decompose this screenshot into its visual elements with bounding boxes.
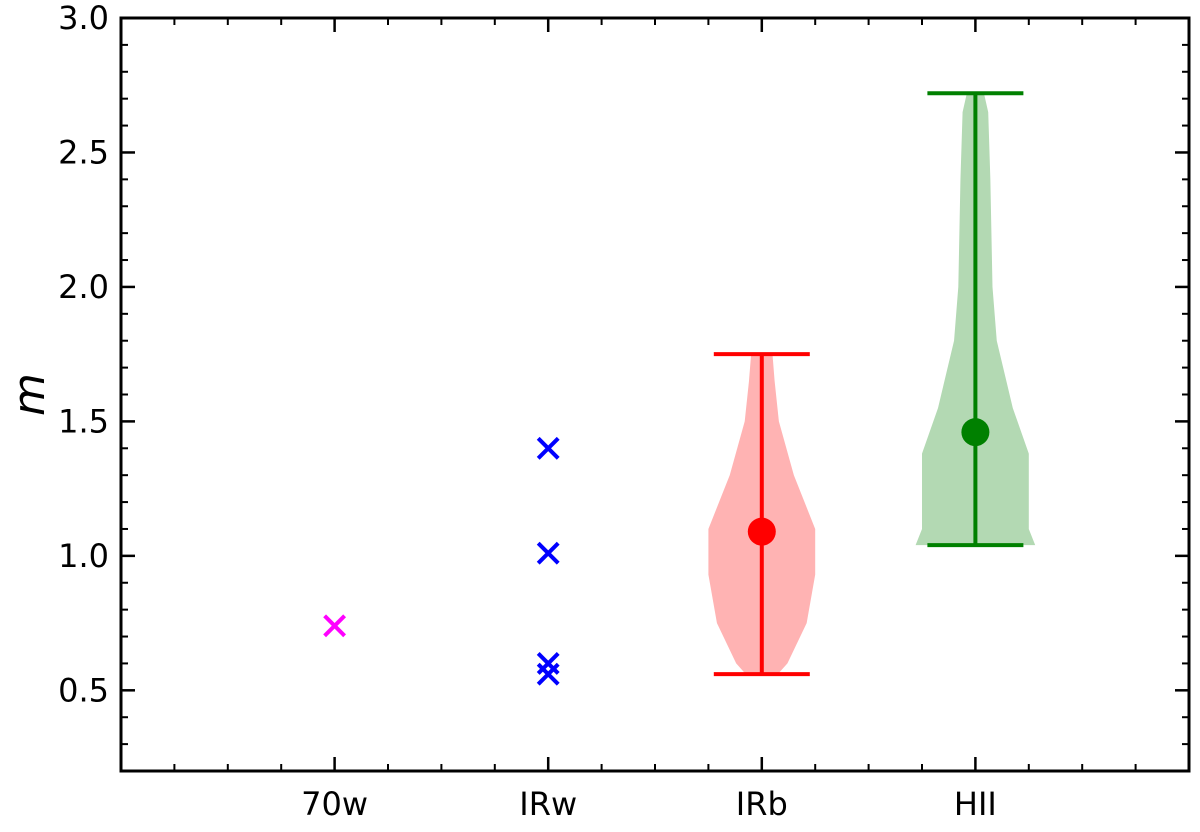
median-point-IRb xyxy=(747,517,776,546)
x-marker-stroke xyxy=(536,541,560,565)
y-axis-label: m xyxy=(4,373,55,416)
data-point-IRw-2 xyxy=(536,541,560,565)
x-tick-label-HII: HII xyxy=(954,785,997,823)
x-marker-stroke xyxy=(536,662,560,686)
data-point-IRw-1 xyxy=(536,436,560,460)
labels-layer: 0.5 1.0 1.5 2.0 2.5 3.0 70w IRw IRb HII m xyxy=(4,0,997,823)
x-marker-stroke xyxy=(536,436,560,460)
y-tick-label: 2.5 xyxy=(58,133,109,171)
y-tick-label: 3.0 xyxy=(58,0,109,37)
data-point-70w-1 xyxy=(323,614,347,638)
y-tick-label: 1.0 xyxy=(58,537,109,575)
y-tick-label: 2.0 xyxy=(58,268,109,306)
axes-frame xyxy=(119,16,1191,773)
data-point-IRw-4 xyxy=(536,662,560,686)
x-marker-stroke xyxy=(323,614,347,638)
violin-layer xyxy=(708,93,1036,675)
data-point-IRw-3 xyxy=(536,652,560,675)
marks-layer xyxy=(323,91,1024,686)
x-tick-label-70w: 70w xyxy=(301,785,368,823)
y-tick-label: 0.5 xyxy=(58,671,109,709)
ticks-layer xyxy=(121,16,1189,771)
y-tick-label: 1.5 xyxy=(58,402,109,440)
x-tick-label-IRb: IRb xyxy=(736,785,788,823)
x-tick-label-IRw: IRw xyxy=(519,785,577,823)
median-point-HII xyxy=(961,418,990,447)
